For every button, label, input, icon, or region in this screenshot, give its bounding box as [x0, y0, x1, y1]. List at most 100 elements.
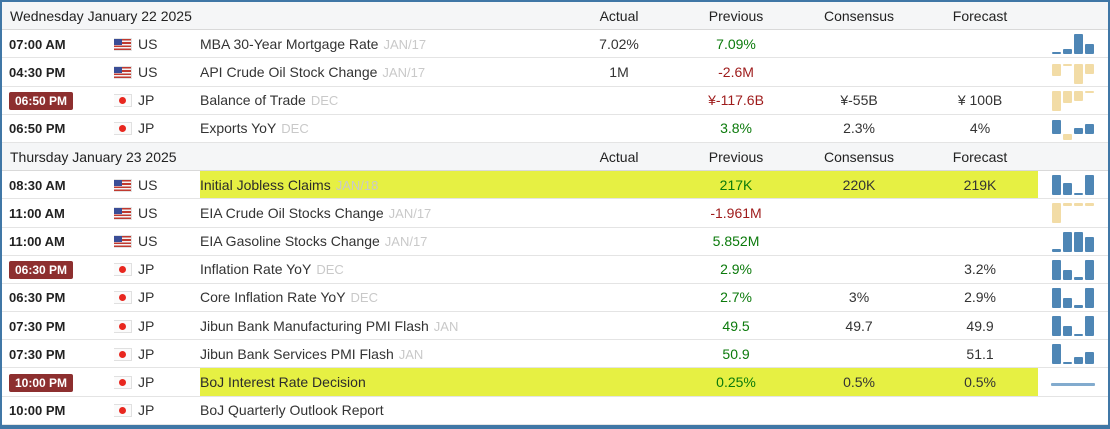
- previous-value: -2.6M: [718, 63, 754, 80]
- country-code: JP: [138, 402, 155, 419]
- forecast-value: 51.1: [966, 345, 994, 362]
- event-reference: DEC: [350, 290, 378, 306]
- event-link[interactable]: Initial Jobless Claims: [200, 176, 331, 193]
- column-header-consensus: Consensus: [796, 142, 923, 172]
- event-time: 06:50 PM: [9, 121, 66, 137]
- event-time: 06:30 PM: [9, 290, 66, 306]
- event-time: 04:30 PM: [9, 64, 66, 80]
- country-code: US: [138, 35, 158, 52]
- event-link[interactable]: API Crude Oil Stock Change: [200, 63, 378, 80]
- event-reference: DEC: [310, 93, 339, 109]
- jp-flag-icon: [114, 123, 131, 135]
- table-row[interactable]: 06:50 PM JP Exports YoY DEC 3.8% 2.3% 4%: [2, 114, 1108, 143]
- event-time: 08:30 AM: [9, 177, 66, 193]
- country-code: US: [138, 176, 158, 193]
- event-reference: DEC: [281, 121, 309, 137]
- jp-flag-icon: [114, 405, 131, 417]
- sparkline-chart: [1052, 90, 1095, 111]
- country-code: JP: [138, 261, 155, 278]
- event-reference: JAN: [433, 318, 459, 334]
- table-row[interactable]: 07:00 AM US MBA 30-Year Mortgage Rate JAN…: [2, 29, 1108, 59]
- previous-value: 217K: [719, 176, 753, 193]
- jp-flag-icon: [114, 377, 131, 389]
- actual-value: 1M: [609, 63, 629, 80]
- event-reference: DEC: [316, 262, 344, 278]
- event-link[interactable]: MBA 30-Year Mortgage Rate: [200, 35, 379, 52]
- consensus-value: 220K: [842, 176, 876, 193]
- jp-flag-icon: [114, 264, 131, 276]
- event-link[interactable]: Inflation Rate YoY: [200, 261, 312, 278]
- day-date: Wednesday January 22 2025: [2, 2, 563, 31]
- sparkline-chart: [1051, 374, 1096, 394]
- event-link[interactable]: Jibun Bank Manufacturing PMI Flash: [200, 317, 429, 334]
- us-flag-icon: [114, 207, 131, 219]
- country-code: JP: [138, 374, 155, 391]
- table-row[interactable]: 04:30 PM US API Crude Oil Stock Change JA…: [2, 57, 1108, 87]
- event-time: 07:30 PM: [9, 346, 66, 362]
- us-flag-icon: [114, 66, 131, 78]
- country-code: US: [138, 204, 158, 221]
- event-link[interactable]: Exports YoY: [200, 120, 277, 137]
- country-code: US: [138, 63, 158, 80]
- event-reference: JAN/18: [335, 177, 379, 193]
- event-time: 11:00 AM: [9, 205, 65, 221]
- previous-value: 50.9: [722, 345, 750, 362]
- sparkline-chart: [1052, 344, 1095, 365]
- event-time-alert-badge: 06:50 PM: [9, 92, 74, 111]
- column-header-actual: Actual: [562, 142, 677, 172]
- forecast-value: ¥ 100B: [957, 92, 1003, 109]
- event-time-alert-badge: 06:30 PM: [9, 261, 74, 280]
- sparkline-chart: [1052, 175, 1095, 196]
- table-row[interactable]: 06:30 PM JP Core Inflation Rate YoY DEC 2…: [2, 283, 1108, 313]
- event-link[interactable]: BoJ Interest Rate Decision: [200, 374, 366, 391]
- event-link[interactable]: EIA Gasoline Stocks Change: [200, 233, 380, 250]
- jp-flag-icon: [114, 320, 131, 332]
- previous-value: 7.09%: [716, 35, 756, 52]
- event-link[interactable]: Core Inflation Rate YoY: [200, 289, 346, 306]
- sparkline-chart: [1052, 203, 1095, 224]
- table-row[interactable]: 07:30 PM JP Jibun Bank Manufacturing PMI…: [2, 311, 1108, 341]
- previous-value: 2.7%: [720, 289, 752, 306]
- table-row[interactable]: 11:00 AM US EIA Gasoline Stocks Change JA…: [2, 227, 1108, 256]
- us-flag-icon: [114, 236, 131, 248]
- sparkline-chart: [1052, 120, 1095, 141]
- table-row[interactable]: 10:00 PM JP BoJ Interest Rate Decision 0…: [2, 367, 1108, 397]
- consensus-value: 3%: [848, 289, 870, 306]
- country-code: JP: [138, 120, 155, 137]
- event-link[interactable]: EIA Crude Oil Stocks Change: [200, 204, 384, 221]
- consensus-value: 0.5%: [843, 374, 875, 391]
- forecast-value: 219K: [963, 176, 997, 193]
- us-flag-icon: [114, 179, 131, 191]
- previous-value: -1.961M: [710, 204, 762, 221]
- previous-value: 5.852M: [712, 233, 760, 250]
- sparkline-chart: [1052, 231, 1095, 252]
- event-reference: JAN/17: [388, 205, 432, 221]
- table-row[interactable]: 07:30 PM JP Jibun Bank Services PMI Flas…: [2, 339, 1108, 369]
- table-row[interactable]: 06:50 PM JP Balance of Trade DEC ¥-117.6B…: [2, 86, 1108, 115]
- jp-flag-icon: [114, 292, 131, 304]
- previous-value: 2.9%: [720, 261, 752, 278]
- previous-value: 3.8%: [720, 120, 752, 137]
- table-row[interactable]: 06:30 PM JP Inflation Rate YoY DEC 2.9% 3…: [2, 255, 1108, 284]
- event-link[interactable]: Balance of Trade: [200, 92, 306, 109]
- country-code: US: [138, 233, 158, 250]
- column-header-actual: Actual: [562, 2, 677, 31]
- event-link[interactable]: Jibun Bank Services PMI Flash: [200, 345, 394, 362]
- country-code: JP: [138, 289, 155, 306]
- forecast-value: 0.5%: [964, 374, 996, 391]
- table-row[interactable]: 08:30 AM US Initial Jobless Claims JAN/18…: [2, 170, 1108, 200]
- sparkline-chart: [1052, 63, 1095, 84]
- event-reference: JAN/17: [383, 36, 427, 52]
- day-header-row: Wednesday January 22 2025 Actual Previou…: [2, 2, 1108, 31]
- table-row[interactable]: 10:00 PM JP BoJ Quarterly Outlook Report: [2, 396, 1108, 425]
- event-reference: JAN: [398, 346, 424, 362]
- previous-value: ¥-117.6B: [708, 92, 764, 109]
- previous-value: 49.5: [722, 317, 750, 334]
- event-link[interactable]: BoJ Quarterly Outlook Report: [200, 402, 384, 419]
- column-header-forecast: Forecast: [922, 2, 1039, 31]
- forecast-value: 2.9%: [964, 289, 996, 306]
- forecast-value: 3.2%: [964, 261, 996, 278]
- column-header-forecast: Forecast: [922, 142, 1039, 172]
- table-row[interactable]: 11:00 AM US EIA Crude Oil Stocks Change J…: [2, 198, 1108, 228]
